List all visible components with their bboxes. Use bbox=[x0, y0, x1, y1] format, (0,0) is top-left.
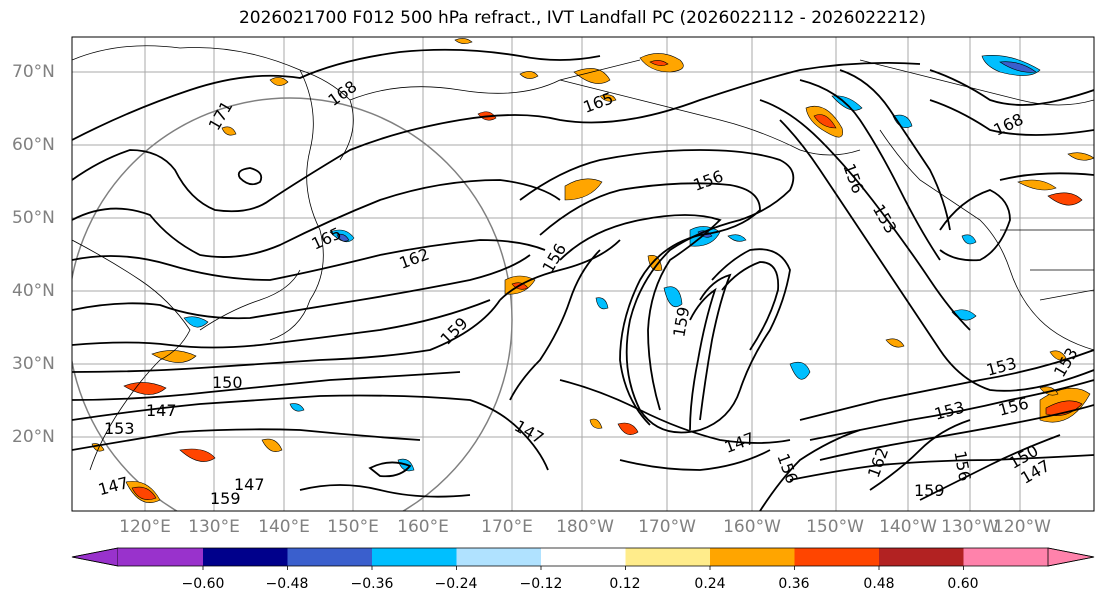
contour-label: 159 bbox=[914, 481, 945, 500]
colorbar-outline bbox=[71, 547, 1095, 567]
colorbar-extend-low bbox=[71, 547, 119, 567]
contour-label: 153 bbox=[104, 419, 135, 438]
lon-label: 170°W bbox=[638, 517, 696, 537]
contour-label: 159 bbox=[210, 489, 241, 508]
lon-label: 150°E bbox=[327, 517, 379, 537]
colorbar-extend-high bbox=[1047, 547, 1095, 567]
colorbar-segment bbox=[963, 548, 1048, 566]
contour-label: 147 bbox=[146, 401, 177, 420]
lat-label-70n: 70°N bbox=[12, 62, 55, 82]
lat-label-20n: 20°N bbox=[12, 427, 55, 447]
lon-label: 140°W bbox=[879, 517, 937, 537]
colorbar-segment bbox=[456, 548, 541, 566]
lon-label: 150°W bbox=[806, 517, 864, 537]
lon-label: 180°W bbox=[556, 517, 614, 537]
lat-label-30n: 30°N bbox=[12, 354, 55, 374]
lon-label: 140°E bbox=[258, 517, 310, 537]
colorbar-tick-label: −0.36 bbox=[350, 576, 394, 592]
lon-label: 130°E bbox=[188, 517, 240, 537]
colorbar-tick-label: −0.24 bbox=[434, 576, 478, 592]
colorbar-tick-label: −0.12 bbox=[519, 576, 563, 592]
lon-label: 130°W bbox=[941, 517, 999, 537]
lat-label-50n: 50°N bbox=[12, 208, 55, 228]
colorbar-tick-label: −0.60 bbox=[181, 576, 225, 592]
lon-label: 120°W bbox=[993, 517, 1051, 537]
coastlines bbox=[72, 45, 1094, 471]
colorbar-segment bbox=[879, 548, 964, 566]
map-frame bbox=[71, 36, 1095, 512]
lon-label: 120°E bbox=[119, 517, 171, 537]
refractivity-contours bbox=[72, 48, 1094, 511]
colorbar bbox=[71, 547, 1095, 570]
lon-label: 160°W bbox=[723, 517, 781, 537]
colorbar-segment bbox=[118, 548, 203, 566]
lat-label-40n: 40°N bbox=[12, 281, 55, 301]
colorbar-tick-label: 0.12 bbox=[609, 576, 641, 592]
colorbar-segment bbox=[625, 548, 710, 566]
colorbar-segment bbox=[287, 548, 372, 566]
colorbar-segment bbox=[710, 548, 795, 566]
map-area bbox=[72, 37, 1094, 511]
lat-label-60n: 60°N bbox=[12, 135, 55, 155]
colorbar-segment bbox=[541, 548, 626, 566]
map-title: 2026021700 F012 500 hPa refract., IVT La… bbox=[238, 8, 926, 28]
colorbar-tick-label: −0.48 bbox=[265, 576, 309, 592]
colorbar-tick-label: 0.36 bbox=[778, 576, 810, 592]
range-circle bbox=[72, 97, 513, 511]
colorbar-segment bbox=[794, 548, 879, 566]
colorbar-tick-label: 0.24 bbox=[694, 576, 726, 592]
shaded-anomaly-field bbox=[91, 38, 1094, 503]
colorbar-segment bbox=[372, 548, 457, 566]
contour-label: 150 bbox=[212, 373, 243, 392]
lon-label: 170°E bbox=[481, 517, 533, 537]
contour-label: 147 bbox=[234, 475, 265, 494]
colorbar-tick-label: 0.48 bbox=[863, 576, 895, 592]
colorbar-segment bbox=[203, 548, 288, 566]
lon-label: 160°E bbox=[397, 517, 449, 537]
colorbar-tick-label: 0.60 bbox=[947, 576, 979, 592]
